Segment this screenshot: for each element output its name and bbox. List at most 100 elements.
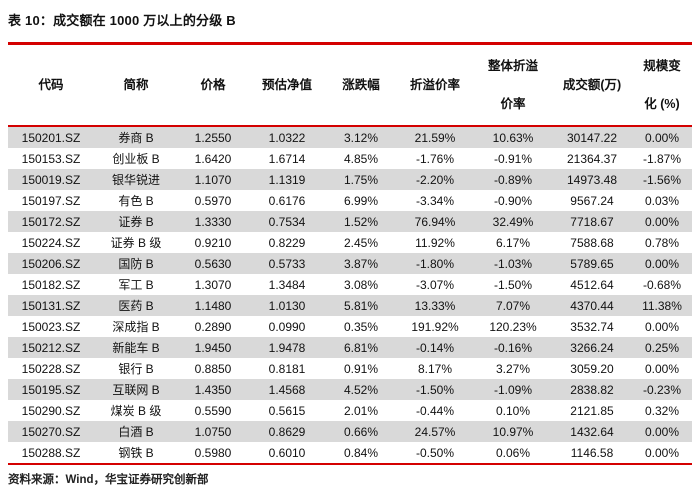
table-cell: 150206.SZ	[21, 256, 81, 271]
table-cell: 10.63%	[492, 130, 534, 145]
table-cell: 2.45%	[343, 235, 379, 250]
table-cell: 互联网 B	[112, 383, 160, 397]
table-cell: 8.17%	[417, 361, 453, 376]
table-row: 150131.SZ 医药 B 1.1480 1.0130 5.81% 13.33% 7.07…	[8, 295, 692, 316]
table-cell: 21.59%	[414, 130, 456, 145]
table-cell: -0.91%	[493, 151, 533, 166]
source-note: 资料来源：Wind，华宝证券研究创新部	[8, 474, 209, 486]
table-cell: -0.23%	[642, 382, 682, 397]
table-cell: 0.06%	[474, 442, 552, 465]
table-cell: 150153.SZ	[21, 151, 81, 166]
table-cell: 1.1480	[194, 298, 232, 313]
table-cell: 150224.SZ	[21, 235, 81, 250]
table-cell: -0.68%	[642, 277, 682, 292]
table-cell: 0.00%	[644, 256, 680, 271]
table-cell: 76.94%	[414, 214, 456, 229]
table-cell: 0.10%	[495, 403, 531, 418]
table-cell: 1432.64	[570, 424, 614, 439]
table-row: 150228.SZ 银行 B 0.8850 0.8181 0.91% 8.17% 3.27%…	[8, 358, 692, 379]
table-cell: 4.52%	[343, 382, 379, 397]
table-cell: 0.8229	[268, 235, 306, 250]
table-cell: 120.23%	[489, 319, 537, 334]
table-cell: 1.4568	[268, 382, 306, 397]
table-cell: -1.87%	[642, 151, 682, 166]
table-cell: 券商 B	[118, 131, 154, 145]
table-cell: 0.00%	[644, 424, 680, 439]
table-cell: 150172.SZ	[21, 214, 81, 229]
table-cell: 0.9210	[194, 235, 232, 250]
table-cell: 0.8181	[268, 361, 306, 376]
table-cell: 150023.SZ	[21, 319, 81, 334]
table-cell: 32.49%	[492, 214, 534, 229]
table-cell: 150197.SZ	[21, 193, 81, 208]
table-cell: 证券 B	[118, 215, 154, 229]
column-header: 代码	[8, 45, 94, 127]
table-cell: 0.03%	[644, 193, 680, 208]
table-cell: 0.5970	[194, 193, 232, 208]
column-header: 整体折溢 价率	[474, 45, 552, 127]
table-cell: -1.09%	[493, 382, 533, 397]
column-header: 规模变 化 (%)	[632, 45, 692, 127]
column-header: 简称	[94, 45, 178, 127]
table-cell: 150131.SZ	[21, 298, 81, 313]
table-cell: 0.00%	[632, 442, 692, 465]
table-cell: 11.38%	[642, 298, 682, 313]
column-header: 成交额(万)	[552, 45, 632, 127]
table-cell: 0.25%	[644, 340, 680, 355]
table-cell: 7588.68	[570, 235, 614, 250]
table-cell: 0.78%	[644, 235, 680, 250]
table-cell: 0.5590	[194, 403, 232, 418]
table-cell: 7.07%	[495, 298, 531, 313]
table-cell: 深成指 B	[112, 320, 160, 334]
table-cell: 1.0130	[268, 298, 306, 313]
table-cell: 有色 B	[118, 194, 154, 208]
table-cell: 191.92%	[411, 319, 459, 334]
table-cell: 150290.SZ	[21, 403, 81, 418]
table-row: 150172.SZ 证券 B 1.3330 0.7534 1.52% 76.94% 32.4…	[8, 211, 692, 232]
table-cell: 1.1319	[268, 172, 306, 187]
table-header-row: 代码 简称 价格 预估净值 涨跌幅 折溢价率 整体折溢 价率 成交额(万) 规模变 化 (%)	[8, 45, 692, 127]
table-cell: 3532.74	[570, 319, 614, 334]
table-cell: 钢铁 B	[94, 442, 178, 465]
column-header: 涨跌幅	[326, 45, 396, 127]
column-header: 折溢价率	[396, 45, 474, 127]
table-cell: 0.2890	[194, 319, 232, 334]
table-cell: -0.16%	[493, 340, 533, 355]
table-cell: 4370.44	[570, 298, 614, 313]
table-cell: 1146.58	[552, 442, 632, 465]
table-cell: -0.44%	[415, 403, 455, 418]
table-row: 150197.SZ 有色 B 0.5970 0.6176 6.99% -3.34% -0.9…	[8, 190, 692, 211]
table-cell: 3.27%	[495, 361, 531, 376]
table-cell: 0.8850	[194, 361, 232, 376]
table-cell: 150201.SZ	[21, 130, 81, 145]
table-cell: 24.57%	[414, 424, 456, 439]
table-cell: 1.0322	[268, 130, 306, 145]
table-cell: -0.50%	[396, 442, 474, 465]
title-divider	[8, 42, 692, 45]
table-cell: 0.35%	[343, 319, 379, 334]
table-cell: 150228.SZ	[21, 361, 81, 376]
table-cell: 0.00%	[644, 130, 680, 145]
graded-fund-table: 代码 简称 价格 预估净值 涨跌幅 折溢价率 整体折溢 价率 成交额(万) 规模变 化 (%) …	[8, 45, 692, 465]
table-cell: 150212.SZ	[21, 340, 81, 355]
table-cell: 1.1070	[194, 172, 232, 187]
table-cell: 30147.22	[566, 130, 618, 145]
table-cell: -0.14%	[415, 340, 455, 355]
table-cell: 1.9478	[268, 340, 306, 355]
table-cell: 0.84%	[326, 442, 396, 465]
table-cell: 3.12%	[343, 130, 379, 145]
table-row: 150206.SZ 国防 B 0.5630 0.5733 3.87% -1.80% -1.0…	[8, 253, 692, 274]
table-cell: 5789.65	[570, 256, 614, 271]
table-cell: 1.52%	[343, 214, 379, 229]
table-cell: 2121.85	[570, 403, 614, 418]
table-cell: 14973.48	[566, 172, 618, 187]
table-cell: 0.00%	[644, 361, 680, 376]
table-cell: 1.0750	[194, 424, 232, 439]
table-cell: 9567.24	[570, 193, 614, 208]
table-row: 150195.SZ 互联网 B 1.4350 1.4568 4.52% -1.50% -1.…	[8, 379, 692, 400]
table-cell: -1.03%	[493, 256, 533, 271]
column-header: 预估净值	[248, 45, 326, 127]
table-row: 150019.SZ 银华锐进 1.1070 1.1319 1.75% -2.20% -0.8…	[8, 169, 692, 190]
table-cell: -0.90%	[493, 193, 533, 208]
